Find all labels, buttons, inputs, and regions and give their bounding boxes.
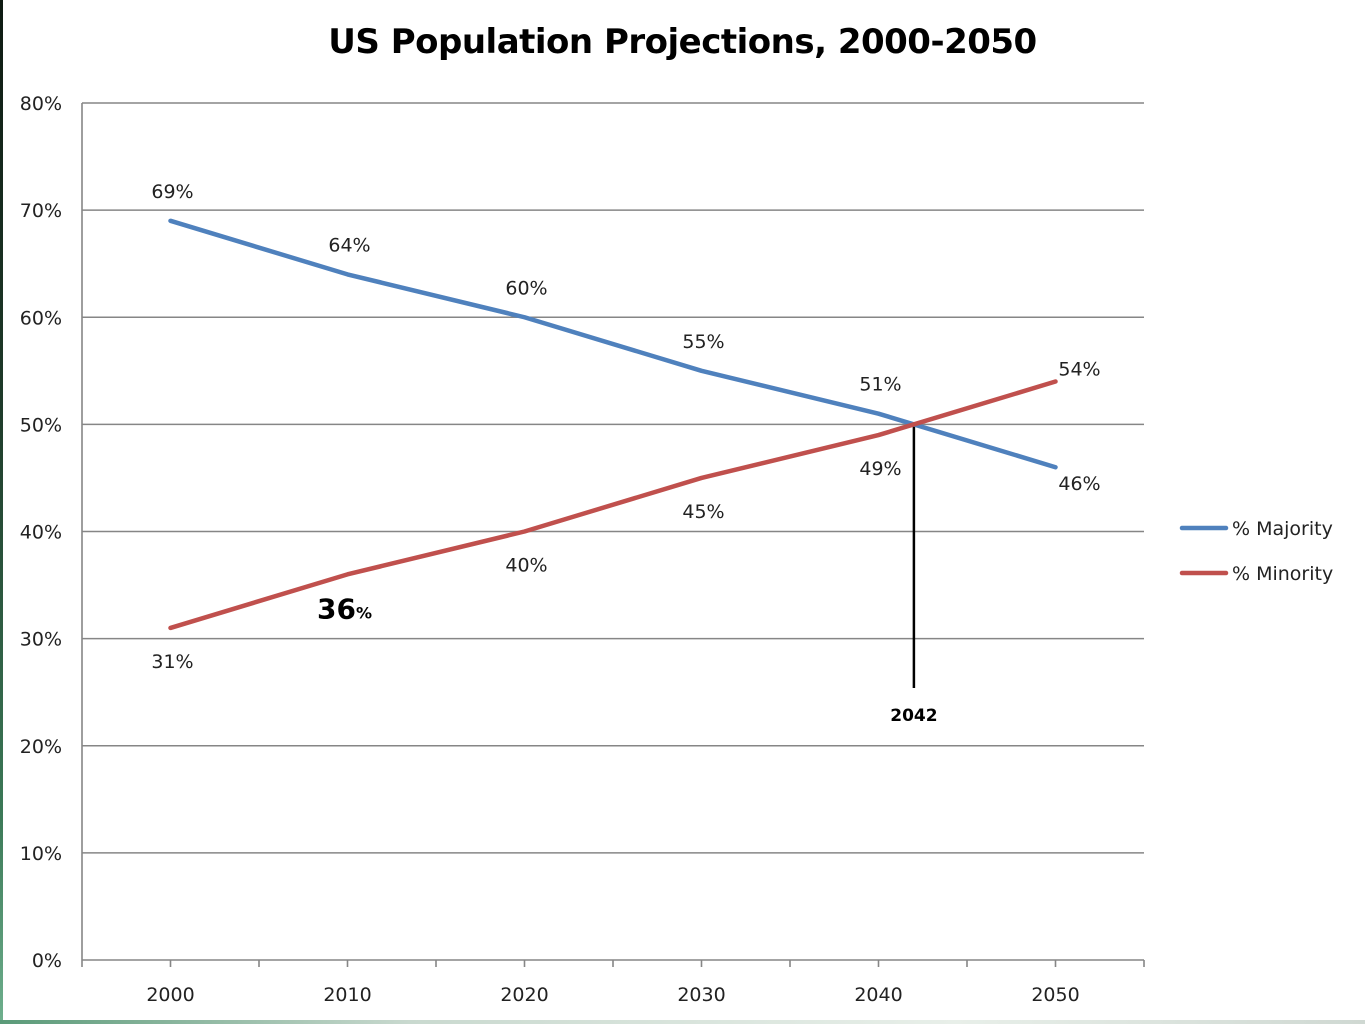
y-tick-label: 10%	[20, 843, 62, 865]
x-tick-label: 2020	[500, 984, 548, 1006]
legend-label: % Minority	[1232, 563, 1333, 585]
data-label-emphasized-suffix: %	[356, 603, 372, 622]
y-tick-label: 60%	[20, 307, 62, 329]
y-tick-label: 20%	[20, 736, 62, 758]
data-label-emphasized: 36%	[317, 592, 372, 625]
legend: % Majority % Minority	[1179, 518, 1333, 585]
x-tick-label: 2050	[1031, 984, 1079, 1006]
y-axis: 0% 10% 20% 30% 40% 50% 60% 70% 80%	[20, 93, 83, 972]
data-label: 51%	[859, 374, 901, 396]
chart-title: US Population Projections, 2000-2050	[328, 22, 1037, 62]
data-label: 54%	[1058, 359, 1100, 381]
series-lines	[168, 218, 1058, 631]
data-label: 69%	[151, 181, 193, 203]
series-line-minority	[168, 379, 1058, 631]
x-tick-label: 2040	[854, 984, 902, 1006]
data-labels: 69% 64% 60% 55% 51% 46% 31% 36% 40% 45% 49% 54%	[151, 181, 1100, 673]
slide-bottom-edge	[0, 1020, 1365, 1024]
y-tick-label: 70%	[20, 200, 62, 222]
annotation-label: 2042	[890, 706, 937, 726]
slide-left-edge	[0, 0, 3, 1024]
y-tick-label: 80%	[20, 93, 62, 115]
x-tick-label: 2010	[323, 984, 371, 1006]
x-axis: 2000 2010 2020 2030 2040 2050	[81, 959, 1145, 1006]
data-label: 49%	[859, 458, 901, 480]
y-tick-label: 0%	[32, 950, 62, 972]
data-label: 46%	[1058, 473, 1100, 495]
x-tick-label: 2030	[677, 984, 725, 1006]
data-label: 40%	[505, 555, 547, 577]
y-tick-label: 40%	[20, 522, 62, 544]
x-tick-label: 2000	[146, 984, 194, 1006]
data-label: 64%	[328, 234, 370, 256]
series-line-majority	[168, 218, 1058, 470]
legend-label: % Majority	[1232, 518, 1333, 540]
crossover-annotation: 2042	[890, 424, 938, 726]
y-tick-label: 50%	[20, 414, 62, 436]
data-label: 60%	[505, 277, 547, 299]
gridlines	[82, 102, 1144, 854]
data-label: 45%	[682, 501, 724, 523]
data-label: 55%	[682, 331, 724, 353]
y-tick-label: 30%	[20, 629, 62, 651]
data-label: 31%	[151, 651, 193, 673]
